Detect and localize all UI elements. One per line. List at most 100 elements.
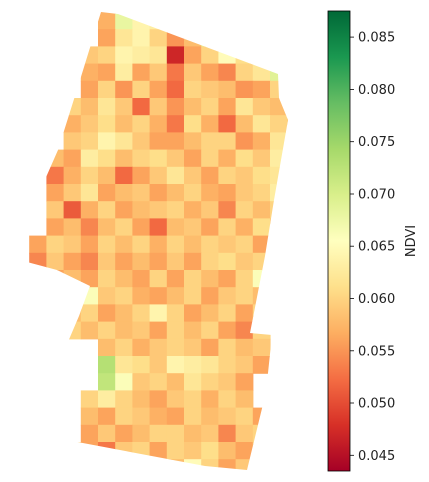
heatmap-cell xyxy=(115,132,133,151)
heatmap-cell xyxy=(98,149,116,168)
heatmap-cell xyxy=(270,407,288,426)
heatmap-cell xyxy=(115,442,133,460)
heatmap-cell xyxy=(132,390,151,409)
heatmap-cell xyxy=(46,166,65,185)
heatmap-cell xyxy=(115,29,133,47)
heatmap-cell xyxy=(115,287,133,305)
heatmap-cells xyxy=(12,12,288,470)
heatmap-cell xyxy=(201,29,219,47)
heatmap-cell xyxy=(115,63,133,82)
heatmap-cell xyxy=(270,98,288,116)
heatmap-cell xyxy=(270,149,288,168)
heatmap-cell xyxy=(252,235,271,254)
heatmap-cell xyxy=(98,304,116,323)
heatmap-cell xyxy=(80,304,99,323)
heatmap-cell xyxy=(235,459,254,470)
heatmap-cell xyxy=(184,29,202,47)
heatmap-cell xyxy=(149,373,168,391)
heatmap-cell xyxy=(252,321,271,340)
heatmap-cell xyxy=(98,184,116,202)
heatmap-cell xyxy=(166,80,185,99)
heatmap-cell xyxy=(132,166,151,185)
heatmap-cell xyxy=(184,63,202,82)
heatmap-cell xyxy=(63,235,82,254)
heatmap-cell xyxy=(184,235,202,254)
heatmap-cell xyxy=(149,184,168,202)
heatmap-cell xyxy=(184,338,202,357)
heatmap-cell xyxy=(132,218,151,237)
heatmap-cell xyxy=(184,287,202,305)
heatmap-cell xyxy=(98,270,116,288)
heatmap-cell xyxy=(166,407,185,426)
heatmap-cell xyxy=(218,218,237,237)
heatmap-cell xyxy=(287,201,288,219)
heatmap-cell xyxy=(184,424,202,443)
heatmap-cell xyxy=(98,46,116,65)
heatmap-cell xyxy=(98,407,116,426)
heatmap-cell xyxy=(115,149,133,168)
heatmap-cell xyxy=(98,115,116,133)
heatmap-cell xyxy=(166,356,185,374)
heatmap-cell xyxy=(80,166,99,185)
heatmap-cell xyxy=(149,12,168,30)
heatmap-cell xyxy=(235,149,254,168)
heatmap-cell xyxy=(80,321,99,340)
heatmap-cell xyxy=(149,80,168,99)
heatmap-cell xyxy=(166,424,185,443)
heatmap-cell xyxy=(149,424,168,443)
heatmap-cell xyxy=(252,115,271,133)
heatmap-cell xyxy=(132,304,151,323)
heatmap-cell xyxy=(115,407,133,426)
heatmap-cell xyxy=(201,304,219,323)
colorbar-tick-label: 0.060 xyxy=(358,292,395,307)
heatmap-cell xyxy=(201,166,219,185)
heatmap-cell xyxy=(166,184,185,202)
heatmap-cell xyxy=(252,166,271,185)
heatmap-cell xyxy=(80,63,99,82)
heatmap-cell xyxy=(149,63,168,82)
heatmap-cell xyxy=(166,287,185,305)
heatmap-cell xyxy=(63,270,82,288)
heatmap-cell xyxy=(132,407,151,426)
heatmap-cell xyxy=(270,442,288,460)
heatmap-cell xyxy=(149,321,168,340)
heatmap-cell xyxy=(235,270,254,288)
heatmap-cell xyxy=(149,442,168,460)
heatmap-cell xyxy=(149,46,168,65)
heatmap-cell xyxy=(184,459,202,470)
heatmap-cell xyxy=(149,270,168,288)
heatmap-cell xyxy=(80,132,99,151)
heatmap-cell xyxy=(201,373,219,391)
heatmap-cell xyxy=(98,459,116,470)
heatmap-cell xyxy=(132,98,151,116)
heatmap-cell xyxy=(270,424,288,443)
heatmap-cell xyxy=(98,201,116,219)
heatmap-cell xyxy=(98,390,116,409)
heatmap-cell xyxy=(218,235,237,254)
heatmap-cell xyxy=(149,459,168,470)
heatmap-cell xyxy=(270,252,288,271)
heatmap-cell xyxy=(149,338,168,357)
heatmap-cell xyxy=(98,235,116,254)
heatmap-cell xyxy=(252,184,271,202)
heatmap-cell xyxy=(29,304,47,323)
heatmap-cell xyxy=(98,132,116,151)
heatmap-cell xyxy=(235,338,254,357)
heatmap-cell xyxy=(201,149,219,168)
heatmap-cell xyxy=(201,270,219,288)
heatmap-cell xyxy=(115,270,133,288)
heatmap-cell xyxy=(166,46,185,65)
heatmap-cell xyxy=(46,270,65,288)
heatmap-cell xyxy=(115,304,133,323)
heatmap-cell xyxy=(80,459,99,470)
heatmap-cell xyxy=(132,80,151,99)
heatmap-cell xyxy=(201,46,219,65)
heatmap-cell xyxy=(218,442,237,460)
heatmap-cell xyxy=(270,201,288,219)
heatmap-cell xyxy=(80,235,99,254)
heatmap-cell xyxy=(252,98,271,116)
heatmap-cell xyxy=(287,218,288,237)
heatmap-cell xyxy=(132,442,151,460)
heatmap-cell xyxy=(252,304,271,323)
heatmap-cell xyxy=(63,321,82,340)
